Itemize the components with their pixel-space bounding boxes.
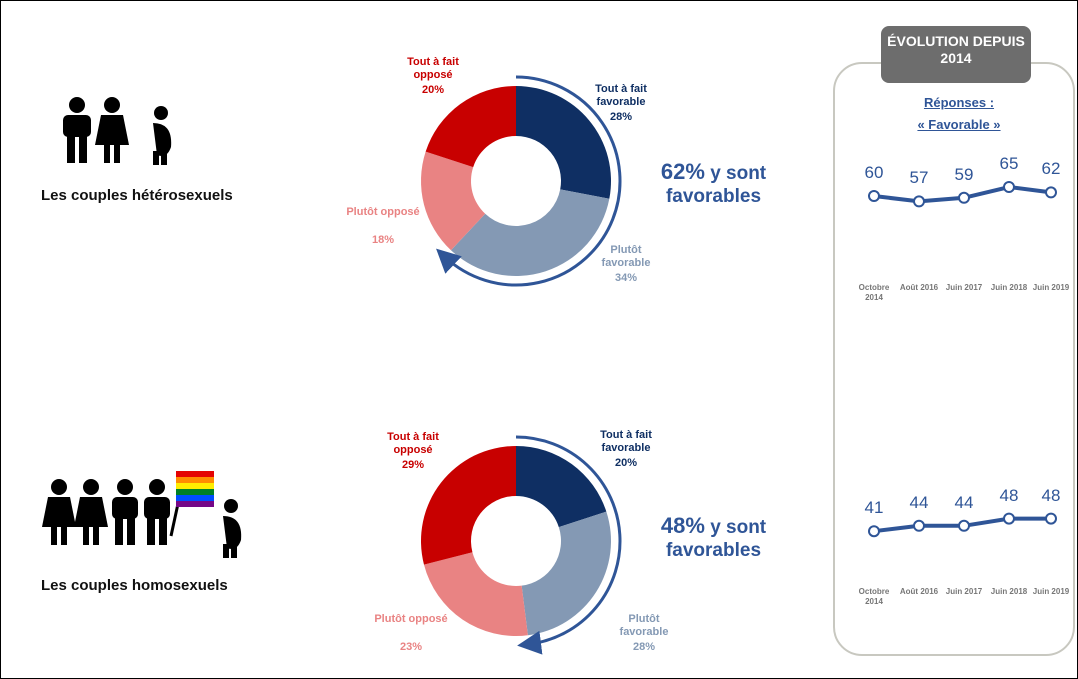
annotation-value: 62% xyxy=(660,159,705,184)
x-tick-label: Août 2016 xyxy=(899,587,939,596)
segment-value-label: 23% xyxy=(399,641,423,653)
segment-value-label: 18% xyxy=(371,234,395,246)
x-tick-label: Octobre 2014 xyxy=(858,587,890,606)
point xyxy=(868,525,880,538)
point xyxy=(868,190,880,202)
x-tick-label: Août 2016 xyxy=(899,283,939,292)
point-value-label: 44 xyxy=(954,492,974,512)
point xyxy=(913,519,925,532)
donut-segment xyxy=(421,151,486,251)
x-tick-label: Juin 2019 xyxy=(1032,587,1070,596)
point xyxy=(1045,186,1057,199)
x-tick-label: Juin 2017 xyxy=(945,587,983,596)
segment-label: Plutôt favorable xyxy=(619,613,669,639)
donut-segment xyxy=(521,511,611,636)
row-title: Les couples homosexuels xyxy=(41,577,228,594)
annotation-text: y sont favorables xyxy=(665,517,767,561)
segment-label: Tout à fait favorable xyxy=(600,429,652,455)
x-tick-label: Juin 2018 xyxy=(990,587,1028,596)
point-value-label: 60 xyxy=(864,163,884,182)
point xyxy=(913,195,925,208)
x-tick-label: Juin 2018 xyxy=(990,283,1028,292)
point-value-label: 57 xyxy=(909,168,929,188)
donut-segment xyxy=(425,86,516,168)
segment-value-label: 29% xyxy=(401,459,425,471)
annotation-value: 48% xyxy=(660,513,705,538)
segment-value-label: 20% xyxy=(421,84,445,96)
x-tick-label: Octobre 2014 xyxy=(858,283,890,302)
point xyxy=(958,519,970,532)
point-value-label: 48 xyxy=(1041,485,1061,505)
hetero-icon xyxy=(63,97,172,165)
panel-badge xyxy=(881,26,1031,83)
point-value-label: 44 xyxy=(909,492,929,512)
segment-label: Plutôt opposé xyxy=(346,206,420,218)
panel-subtitle: « Favorable » xyxy=(917,117,1001,132)
donut-segment xyxy=(450,189,610,276)
point xyxy=(1003,181,1015,193)
segment-value-label: 34% xyxy=(614,272,638,284)
point-value-label: 48 xyxy=(999,485,1019,505)
panel-subtitle: Réponses : xyxy=(923,95,995,110)
segment-label: Plutôt favorable xyxy=(601,244,651,270)
donut-segment xyxy=(423,552,528,636)
segment-label: Tout à fait opposé xyxy=(387,431,439,457)
annotation-text: y sont favorables xyxy=(665,163,767,207)
point xyxy=(1045,512,1057,525)
segment-value-label: 20% xyxy=(614,457,638,469)
donut-segment xyxy=(420,446,516,565)
segment-label: Plutôt opposé xyxy=(374,613,448,625)
point-value-label: 41 xyxy=(864,498,884,518)
favorable-arrow xyxy=(436,75,622,287)
segment-label: Tout à fait favorable xyxy=(595,83,647,109)
evolution-panel xyxy=(833,62,1075,656)
annotation: 48% y sont favorables xyxy=(646,513,781,563)
annotation: 62% y sont favorables xyxy=(646,159,781,209)
favorable-arrow xyxy=(515,435,622,655)
point xyxy=(1003,512,1015,525)
x-tick-label: Juin 2019 xyxy=(1032,283,1070,292)
donut-segment xyxy=(516,86,611,199)
x-tick-label: Juin 2017 xyxy=(945,283,983,292)
donut-segment xyxy=(516,446,607,528)
homo-icon xyxy=(42,471,242,558)
point xyxy=(958,191,970,204)
panel-title: ÉVOLUTION DEPUIS 2014 xyxy=(887,33,1025,66)
segment-label: Tout à fait opposé xyxy=(407,56,459,82)
point-value-label: 59 xyxy=(954,164,974,184)
segment-value-label: 28% xyxy=(632,641,656,653)
point-value-label: 65 xyxy=(999,154,1019,173)
segment-value-label: 28% xyxy=(609,111,633,123)
point-value-label: 62 xyxy=(1041,159,1061,179)
row-title: Les couples hétérosexuels xyxy=(41,187,233,204)
